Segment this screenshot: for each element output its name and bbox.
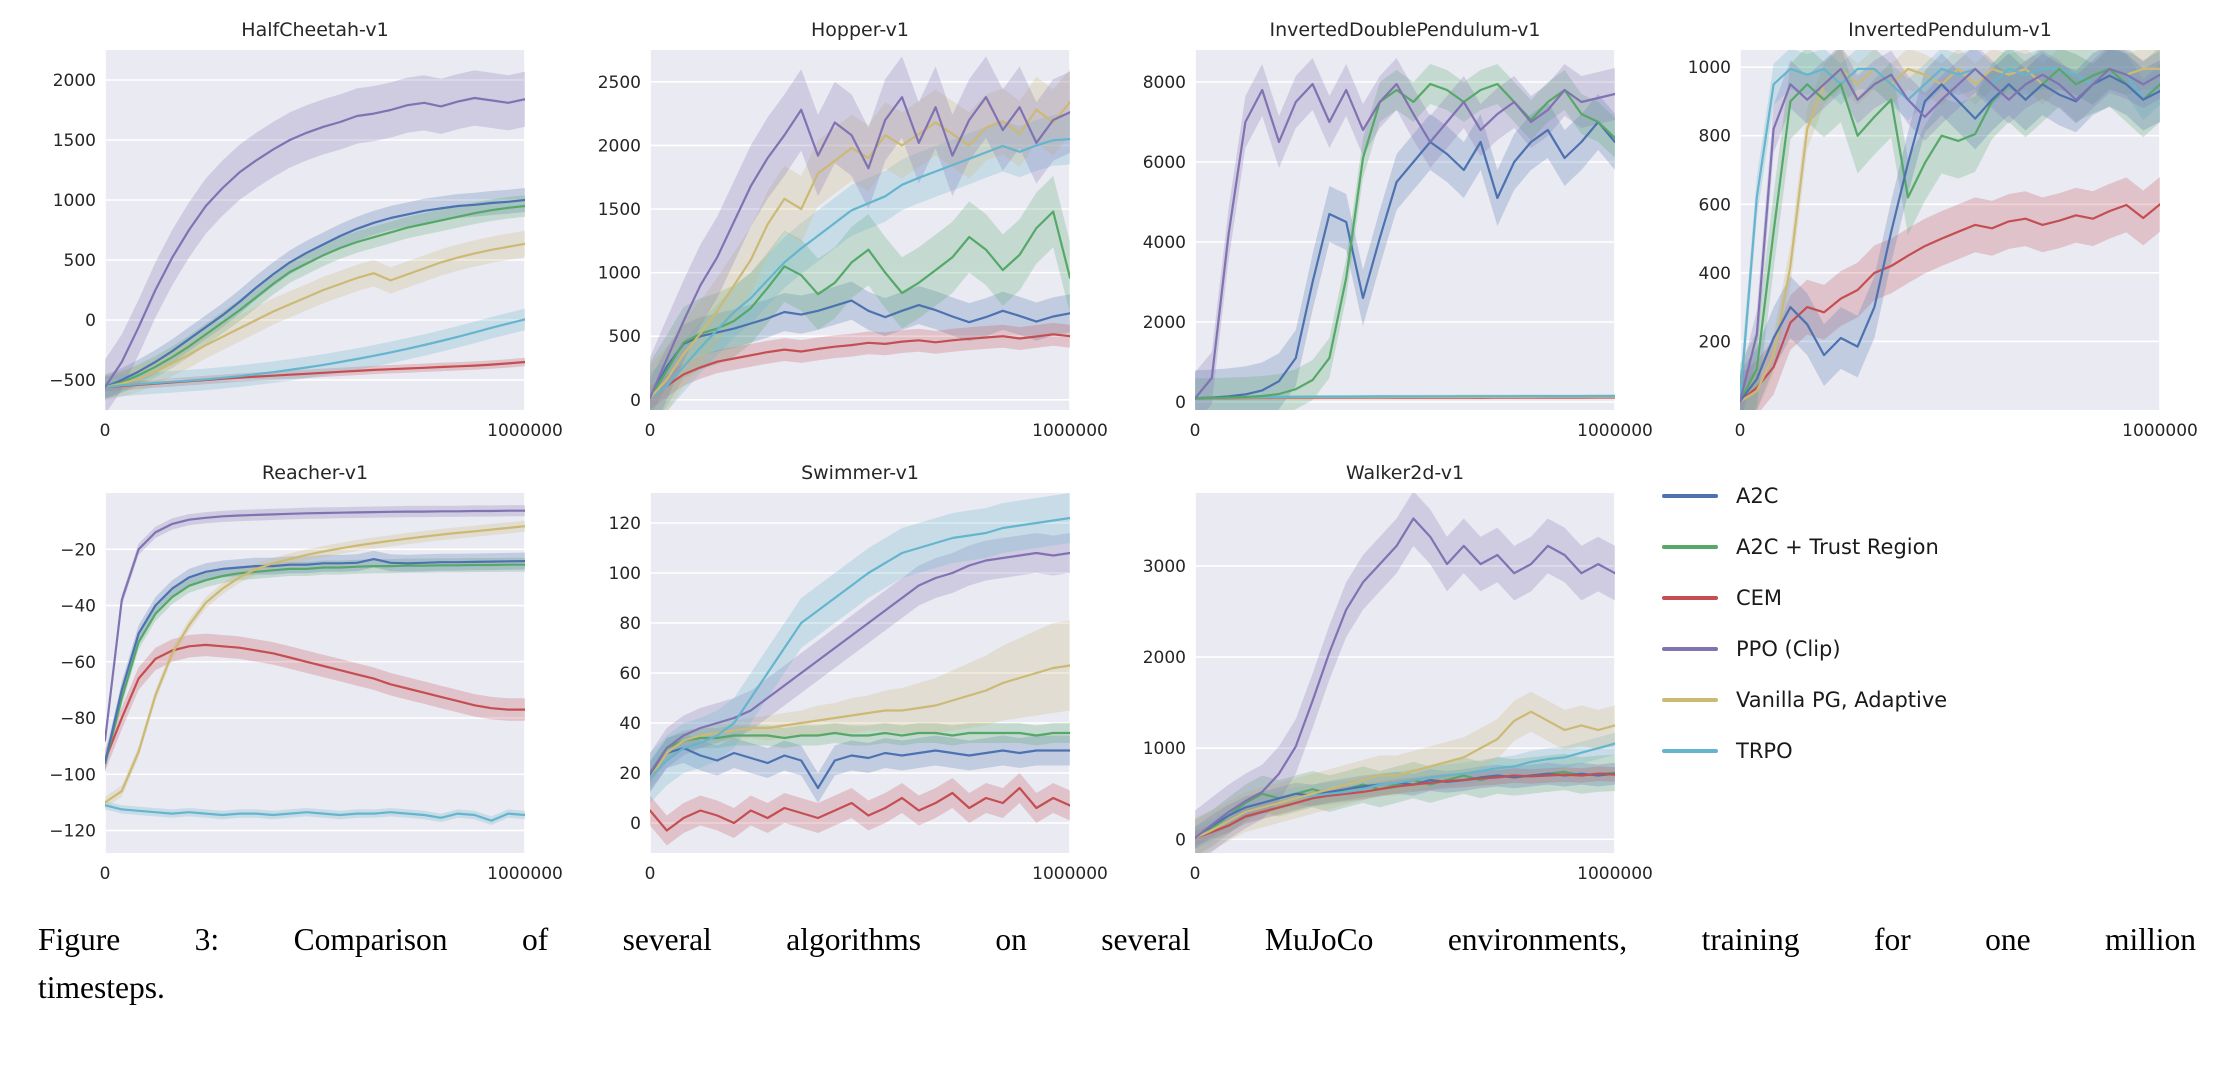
x-tick-label: 0 bbox=[1190, 864, 1201, 884]
y-tick-label: 60 bbox=[619, 664, 641, 684]
chart-title: Hopper-v1 bbox=[811, 19, 909, 41]
x-tick-label: 0 bbox=[645, 864, 656, 884]
chart-halfcheetah: HalfCheetah-v1 −500 0 500 1000 1500 2000 0 10000… bbox=[49, 19, 563, 441]
y-tick-label: 2000 bbox=[598, 136, 641, 156]
legend-item: A2C + Trust Region bbox=[1662, 529, 1947, 565]
chart-reacher: Reacher-v1 −120 −100 −80 −60 −40 −20 0 1000000 bbox=[49, 462, 563, 884]
y-tick-label: −60 bbox=[60, 653, 96, 673]
x-tick-label: 1000000 bbox=[487, 864, 563, 884]
y-tick-label: 40 bbox=[619, 714, 641, 734]
y-tick-label: 400 bbox=[1699, 264, 1731, 284]
legend-line-swatch bbox=[1662, 647, 1718, 651]
legend-item: CEM bbox=[1662, 580, 1947, 616]
y-tick-label: 1000 bbox=[598, 264, 641, 284]
y-tick-label: 4000 bbox=[1143, 233, 1186, 253]
y-tick-label: −100 bbox=[49, 765, 96, 785]
chart-hopper: Hopper-v1 0 500 1000 1500 2000 2500 0 1000000 bbox=[598, 19, 1108, 441]
x-tick-label: 0 bbox=[645, 421, 656, 441]
y-tick-label: 800 bbox=[1699, 127, 1731, 147]
y-tick-label: −80 bbox=[60, 709, 96, 729]
legend-item: PPO (Clip) bbox=[1662, 631, 1947, 667]
y-tick-label: 120 bbox=[609, 514, 641, 534]
x-tick-label: 1000000 bbox=[1032, 421, 1108, 441]
y-tick-label: 0 bbox=[630, 391, 641, 411]
chart-invertedpendulum: InvertedPendulum-v1 200 400 600 800 1000 0 1000… bbox=[1688, 19, 2198, 441]
y-tick-label: 0 bbox=[1175, 830, 1186, 850]
legend-label: CEM bbox=[1736, 586, 1783, 610]
legend-label: TRPO bbox=[1736, 739, 1793, 763]
x-tick-label: 0 bbox=[1735, 421, 1746, 441]
x-tick-label: 0 bbox=[100, 864, 111, 884]
y-tick-label: 1000 bbox=[1688, 58, 1731, 78]
y-tick-label: 0 bbox=[1175, 393, 1186, 413]
y-tick-label: 1500 bbox=[53, 131, 96, 151]
chart-title: Reacher-v1 bbox=[262, 462, 368, 484]
y-tick-label: 1000 bbox=[53, 191, 96, 211]
x-tick-label: 1000000 bbox=[1577, 864, 1653, 884]
legend: A2C A2C + Trust Region CEM PPO (Clip) Vanill… bbox=[1662, 478, 1947, 769]
legend-line-swatch bbox=[1662, 545, 1718, 549]
y-tick-label: 1000 bbox=[1143, 739, 1186, 759]
legend-line-swatch bbox=[1662, 494, 1718, 498]
y-tick-label: −40 bbox=[60, 597, 96, 617]
x-tick-label: 1000000 bbox=[2122, 421, 2198, 441]
x-tick-label: 0 bbox=[100, 421, 111, 441]
y-tick-label: 0 bbox=[630, 814, 641, 834]
legend-label: A2C + Trust Region bbox=[1736, 535, 1939, 559]
chart-title: InvertedPendulum-v1 bbox=[1848, 19, 2052, 41]
y-tick-label: 0 bbox=[85, 311, 96, 331]
legend-item: A2C bbox=[1662, 478, 1947, 514]
x-tick-label: 1000000 bbox=[1032, 864, 1108, 884]
y-tick-label: 2000 bbox=[1143, 313, 1186, 333]
caption-line-1: Figure 3: Comparison of several algorith… bbox=[38, 922, 2196, 957]
y-tick-label: −20 bbox=[60, 540, 96, 560]
legend-label: A2C bbox=[1736, 484, 1779, 508]
y-tick-label: 2500 bbox=[598, 73, 641, 93]
legend-line-swatch bbox=[1662, 749, 1718, 753]
caption-line-2: timesteps. bbox=[38, 969, 165, 1005]
y-tick-label: 20 bbox=[619, 764, 641, 784]
y-tick-label: −500 bbox=[49, 371, 96, 391]
y-tick-label: 80 bbox=[619, 614, 641, 634]
legend-line-swatch bbox=[1662, 698, 1718, 702]
y-tick-label: 600 bbox=[1699, 195, 1731, 215]
y-tick-label: 500 bbox=[64, 251, 96, 271]
y-tick-label: 3000 bbox=[1143, 557, 1186, 577]
legend-item: Vanilla PG, Adaptive bbox=[1662, 682, 1947, 718]
y-tick-label: 500 bbox=[609, 327, 641, 347]
x-tick-label: 0 bbox=[1190, 421, 1201, 441]
chart-walker2d: Walker2d-v1 0 1000 2000 3000 0 1000000 bbox=[1143, 462, 1653, 884]
chart-swimmer: Swimmer-v1 0 20 40 60 80 100 120 0 1000000 bbox=[609, 462, 1108, 884]
legend-label: PPO (Clip) bbox=[1736, 637, 1841, 661]
x-tick-label: 1000000 bbox=[1577, 421, 1653, 441]
y-tick-label: 100 bbox=[609, 564, 641, 584]
chart-title: HalfCheetah-v1 bbox=[241, 19, 388, 41]
y-tick-label: 200 bbox=[1699, 332, 1731, 352]
y-tick-label: 2000 bbox=[1143, 648, 1186, 668]
y-tick-label: 8000 bbox=[1143, 73, 1186, 93]
chart-title: Swimmer-v1 bbox=[801, 462, 919, 484]
y-tick-label: 6000 bbox=[1143, 153, 1186, 173]
y-tick-label: 1500 bbox=[598, 200, 641, 220]
chart-title: Walker2d-v1 bbox=[1346, 462, 1464, 484]
legend-item: TRPO bbox=[1662, 733, 1947, 769]
chart-inverteddoublependulum: InvertedDoublePendulum-v1 0 2000 4000 6000 80… bbox=[1143, 19, 1653, 441]
chart-title: InvertedDoublePendulum-v1 bbox=[1269, 19, 1540, 41]
legend-line-swatch bbox=[1662, 596, 1718, 600]
y-tick-label: 2000 bbox=[53, 71, 96, 91]
figure-caption: Figure 3: Comparison of several algorith… bbox=[38, 916, 2196, 1012]
y-tick-label: −120 bbox=[49, 822, 96, 842]
legend-label: Vanilla PG, Adaptive bbox=[1736, 688, 1948, 712]
x-tick-label: 1000000 bbox=[487, 421, 563, 441]
